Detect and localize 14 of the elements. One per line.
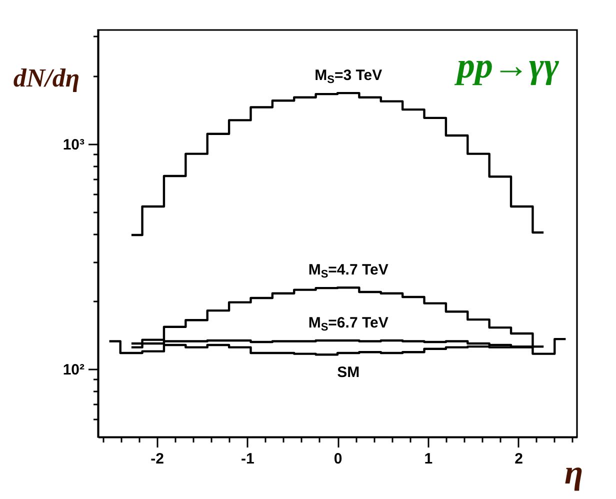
series-label: SM: [337, 364, 360, 381]
x-tick-label: -1: [240, 450, 254, 468]
series-label: M$_{S}$=4.7 TeV: [308, 262, 388, 281]
x-tick-label: 2: [514, 450, 523, 468]
x-tick-label: 1: [424, 450, 433, 468]
x-tick-label: -2: [150, 450, 164, 468]
series-label: M$_{S}$=3 TeV: [314, 67, 382, 86]
y-tick-label: 10²: [62, 362, 84, 379]
series-label: M$_{S}$=6.7 TeV: [308, 314, 388, 334]
chart-title: pp→γγ: [454, 45, 560, 86]
x-axis-title: η: [564, 454, 584, 492]
y-axis-title: dN/dη: [13, 64, 80, 92]
y-tick-label: 10³: [62, 136, 84, 154]
x-tick-label: 0: [334, 450, 342, 468]
